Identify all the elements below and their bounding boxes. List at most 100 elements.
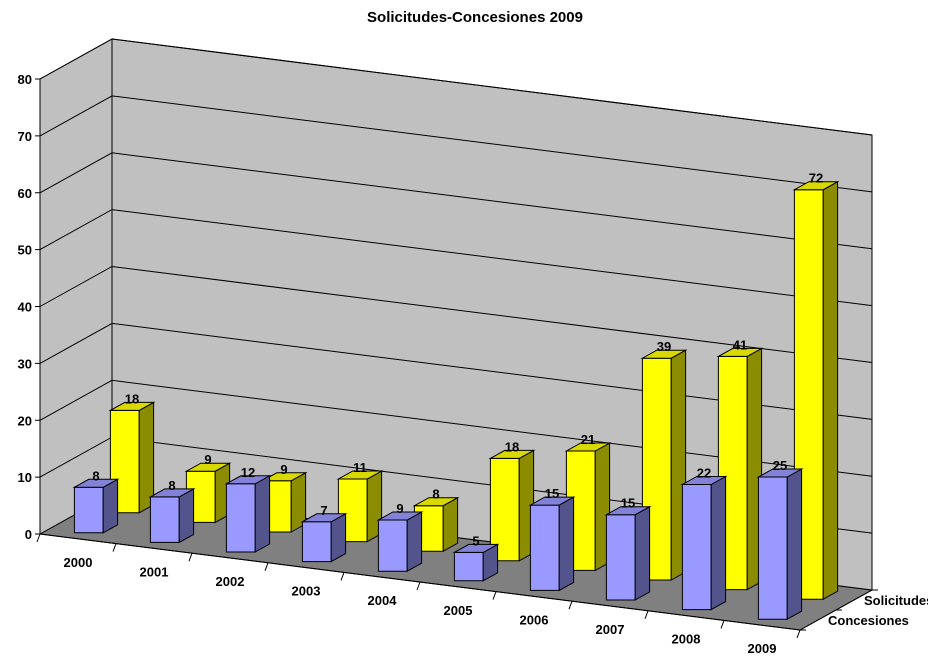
x-tick-mark <box>188 553 193 562</box>
gridline <box>39 265 873 363</box>
bar-front <box>681 484 712 611</box>
data-label: 41 <box>733 337 747 352</box>
gridlines <box>39 38 873 534</box>
bar-front <box>605 514 636 601</box>
bar-front <box>225 483 256 553</box>
x-tick-mark <box>796 629 801 639</box>
data-label: 9 <box>204 452 211 467</box>
data-label: 15 <box>621 496 635 511</box>
x-tick-mark <box>340 572 345 581</box>
bar-top <box>376 511 424 521</box>
x-tick-mark <box>112 543 117 552</box>
bar-top <box>640 349 688 359</box>
bar: 15 <box>528 486 576 592</box>
y-tick-label: 20 <box>18 413 32 428</box>
bar-front <box>377 519 408 572</box>
y-tick-label: 30 <box>18 356 32 371</box>
y-tick-label: 60 <box>18 186 32 201</box>
data-label: 15 <box>545 486 559 501</box>
bar-top <box>108 401 156 411</box>
series-label: Concesiones <box>828 613 909 628</box>
bar-top <box>564 442 612 452</box>
x-tick-label: 2009 <box>748 641 777 656</box>
data-label: 8 <box>168 478 175 493</box>
data-label: 7 <box>320 503 327 518</box>
bar-top <box>716 347 764 357</box>
bar-top <box>604 506 652 516</box>
x-tick-label: 2004 <box>368 593 398 608</box>
bar-side <box>822 180 839 601</box>
bar: 5 <box>452 533 500 582</box>
x-tick-label: 2008 <box>672 632 701 647</box>
bar-top <box>680 476 728 485</box>
bar-front <box>149 496 180 543</box>
bar: 25 <box>756 458 804 621</box>
bar-side <box>558 496 575 592</box>
data-label: 8 <box>432 487 439 502</box>
data-label: 22 <box>697 466 711 481</box>
chart-title: Solicitudes-Concesiones 2009 <box>367 9 583 26</box>
series-axis: Concesiones Solicitudes <box>799 589 928 631</box>
x-tick-mark <box>720 620 725 629</box>
bar-top <box>72 478 120 488</box>
bar-top <box>528 496 576 506</box>
x-tick-mark <box>264 562 269 571</box>
data-label: 18 <box>505 439 519 454</box>
gridline <box>39 209 873 307</box>
bar-top <box>260 472 308 482</box>
bar-top <box>224 475 272 485</box>
bars: 18 9 9 11 8 18 21 39 41 72 8 8 12 7 9 5 15 15 22 25 <box>72 171 840 621</box>
x-tick-mark <box>36 533 41 543</box>
x-tick-mark <box>492 591 497 600</box>
data-label: 9 <box>396 501 403 516</box>
bar-front <box>301 521 332 563</box>
gridline <box>39 379 873 477</box>
bar-side <box>710 475 727 611</box>
x-tick-mark <box>416 581 421 591</box>
bar-top <box>184 462 232 472</box>
data-label: 72 <box>809 171 823 186</box>
gridline <box>39 152 873 250</box>
data-label: 5 <box>472 533 479 548</box>
y-tick-label: 80 <box>18 72 32 87</box>
gridline <box>39 322 873 420</box>
bar-top <box>792 181 840 191</box>
y-tick-label: 70 <box>18 129 32 144</box>
bar: 8 <box>72 468 120 534</box>
x-axis: 2000 2001 2002 2003 2004 2005 2006 2007 2008 2009 <box>36 533 801 656</box>
data-label: 11 <box>353 460 367 475</box>
bar: 22 <box>680 466 728 611</box>
bar-side <box>102 478 119 534</box>
bar-side <box>786 468 803 621</box>
y-tick-label: 50 <box>18 243 32 258</box>
data-label: 8 <box>92 468 99 483</box>
bar: 8 <box>148 478 196 544</box>
x-tick-label: 2007 <box>596 622 625 637</box>
bar-top <box>756 468 804 478</box>
x-tick-mark <box>644 610 649 619</box>
data-label: 39 <box>657 339 671 354</box>
bar-top <box>412 497 460 507</box>
data-label: 25 <box>773 458 787 473</box>
x-tick-label: 2001 <box>140 564 169 579</box>
x-tick-label: 2003 <box>292 584 321 599</box>
bar: 9 <box>376 501 424 573</box>
x-tick-mark <box>568 601 573 610</box>
series-label: Solicitudes <box>864 593 928 608</box>
bar-top <box>488 449 536 459</box>
bar: 7 <box>300 503 348 563</box>
bar: 12 <box>224 465 272 553</box>
y-tick-label: 40 <box>18 300 32 315</box>
bar-top <box>452 543 500 553</box>
data-label: 12 <box>241 465 255 480</box>
bar-front <box>73 486 104 534</box>
bar-top <box>336 470 384 480</box>
bar-side <box>634 505 651 601</box>
data-label: 21 <box>581 432 595 447</box>
bar-side <box>178 488 195 544</box>
y-tick-label: 0 <box>25 527 32 542</box>
x-tick-label: 2000 <box>64 555 93 570</box>
bar: 18 <box>488 439 536 562</box>
bar-top <box>300 513 348 523</box>
